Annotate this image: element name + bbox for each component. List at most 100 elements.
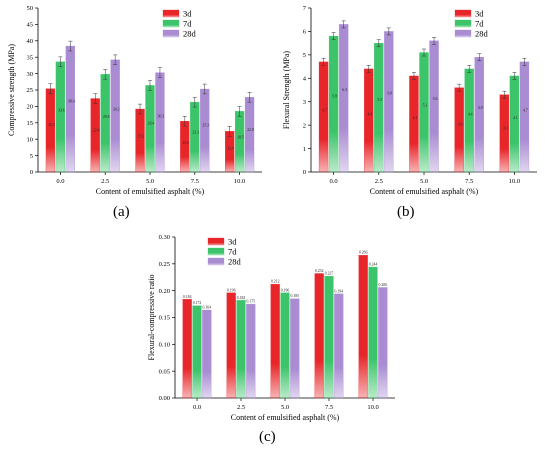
data-label: 4.9 bbox=[478, 106, 483, 110]
legend-label: 7d bbox=[228, 247, 237, 257]
chart-b-flexural-strength: 0 1 2 3 4 5 6 7 0.0 2.5 5.0 7.5 10.0 4.7 4.4 4.1 3.6 3.3 5… bbox=[282, 5, 537, 196]
panel-label-b: (b) bbox=[397, 204, 415, 220]
x-tick-label: 7.5 bbox=[325, 404, 333, 411]
data-label: 0.172 bbox=[193, 301, 202, 305]
legend-swatch bbox=[162, 19, 180, 28]
y-tick-label: 10 bbox=[27, 136, 34, 143]
y-tick-label: 0.20 bbox=[159, 288, 170, 295]
bar bbox=[45, 88, 56, 173]
bar bbox=[192, 305, 202, 399]
data-label: 5.5 bbox=[377, 98, 382, 102]
x-tick-label: 7.5 bbox=[465, 178, 473, 185]
legend-swatch bbox=[162, 9, 180, 18]
data-label: 33.6 bbox=[58, 108, 65, 112]
bar bbox=[290, 298, 300, 399]
bar bbox=[509, 75, 520, 173]
bar bbox=[182, 299, 192, 399]
y-tick-label: 5 bbox=[303, 52, 306, 59]
bar bbox=[374, 42, 384, 173]
y-tick-label: 0.25 bbox=[159, 261, 170, 268]
bar bbox=[135, 108, 145, 173]
legend-label: 3d bbox=[475, 9, 484, 19]
data-label: 0.212 bbox=[271, 280, 280, 284]
x-axis-label: Content of emulsified asphalt (%) bbox=[96, 187, 205, 196]
data-label: 6.0 bbox=[387, 92, 392, 96]
y-tick-label: 5 bbox=[30, 153, 33, 160]
data-label: 18.5 bbox=[237, 136, 244, 140]
bar bbox=[328, 35, 339, 173]
bar bbox=[364, 68, 374, 173]
chart-a-compressive-strength: 0 5 10 15 20 25 30 35 40 45 50 0.0 2.5 5.0 7.5 10.0 25.4… bbox=[7, 5, 262, 196]
y-tick-label: 15 bbox=[27, 120, 34, 127]
legend-label: 3d bbox=[183, 9, 192, 19]
y-tick-label: 0 bbox=[30, 169, 33, 176]
legend-swatch bbox=[207, 237, 225, 246]
data-label: 15.5 bbox=[183, 141, 190, 145]
chart-c-flexural-compressive-ratio: 0.00 0.05 0.10 0.15 0.20 0.25 0.30 0.0 2.5 5.0 7.5… bbox=[147, 234, 395, 422]
data-label: 4.1 bbox=[513, 116, 518, 120]
panel-label-c: (c) bbox=[259, 429, 276, 445]
y-tick-label: 50 bbox=[27, 5, 34, 12]
y-tick-label: 4 bbox=[303, 75, 307, 82]
x-tick-label: 2.5 bbox=[101, 178, 109, 185]
y-axis-label: Flexural-compressive ratio bbox=[147, 275, 156, 361]
bar bbox=[246, 303, 256, 399]
y-tick-label: 45 bbox=[27, 22, 34, 29]
data-label: 0.232 bbox=[315, 269, 324, 273]
bar bbox=[226, 292, 236, 399]
data-label: 22.4 bbox=[93, 129, 100, 133]
x-tick-label: 0.0 bbox=[193, 404, 201, 411]
bar bbox=[378, 287, 388, 399]
bar bbox=[464, 68, 474, 173]
bar bbox=[384, 31, 394, 173]
data-label: 3.3 bbox=[503, 126, 508, 130]
data-label: 5.1 bbox=[423, 103, 428, 107]
bar bbox=[419, 52, 429, 173]
bar bbox=[100, 74, 110, 173]
data-label: 4.4 bbox=[468, 112, 473, 116]
x-tick-label: 10.0 bbox=[367, 404, 378, 411]
bar bbox=[244, 97, 255, 173]
x-tick-label: 5.0 bbox=[420, 178, 428, 185]
bar bbox=[200, 88, 210, 173]
data-label: 4.7 bbox=[322, 108, 327, 112]
bar bbox=[225, 131, 235, 173]
bar bbox=[280, 292, 290, 399]
bar bbox=[110, 59, 120, 173]
legend-swatch bbox=[207, 257, 225, 266]
y-tick-label: 6 bbox=[303, 29, 307, 36]
bar bbox=[234, 111, 245, 173]
legend-label: 28d bbox=[228, 257, 242, 267]
data-label: 29.8 bbox=[103, 115, 110, 119]
y-tick-label: 0.00 bbox=[159, 395, 170, 402]
bar bbox=[318, 61, 329, 173]
y-tick-label: 30 bbox=[27, 71, 34, 78]
x-axis-label: Content of emulsified asphalt (%) bbox=[370, 187, 479, 196]
y-tick-label: 1 bbox=[303, 146, 306, 153]
legend-swatch bbox=[454, 29, 472, 38]
data-label: 5.6 bbox=[433, 97, 438, 101]
bar bbox=[368, 266, 378, 399]
y-tick-label: 2 bbox=[303, 122, 306, 129]
bar bbox=[55, 61, 66, 173]
data-label: 0.206 bbox=[379, 283, 388, 287]
bar bbox=[474, 57, 484, 173]
legend-swatch bbox=[162, 29, 180, 38]
legend-label: 7d bbox=[183, 19, 192, 29]
x-tick-label: 2.5 bbox=[375, 178, 383, 185]
data-label: 4.4 bbox=[367, 112, 372, 116]
x-axis-label: Content of emulsified asphalt (%) bbox=[231, 413, 340, 422]
y-tick-label: 0.05 bbox=[159, 368, 170, 375]
data-label: 0.184 bbox=[183, 295, 192, 299]
x-tick-label: 2.5 bbox=[237, 404, 245, 411]
data-label: 3.6 bbox=[458, 123, 463, 127]
y-tick-label: 40 bbox=[27, 38, 34, 45]
data-label: 12.4 bbox=[227, 147, 234, 151]
y-tick-label: 20 bbox=[27, 104, 34, 111]
data-label: 0.182 bbox=[237, 296, 246, 300]
bar bbox=[202, 309, 212, 399]
data-label: 25.4 bbox=[48, 123, 55, 127]
panel-label-a: (a) bbox=[113, 204, 130, 220]
x-tick-label: 0.0 bbox=[330, 178, 338, 185]
